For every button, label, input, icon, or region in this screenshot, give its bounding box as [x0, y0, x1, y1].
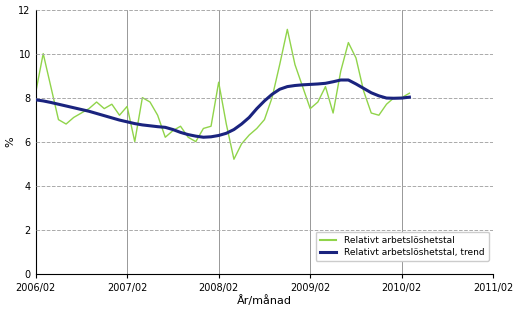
X-axis label: År/månad: År/månad — [237, 295, 292, 306]
Legend: Relativt arbetslöshetstal, Relativt arbetslöshetstal, trend: Relativt arbetslöshetstal, Relativt arbe… — [316, 232, 489, 261]
Y-axis label: %: % — [6, 136, 16, 147]
